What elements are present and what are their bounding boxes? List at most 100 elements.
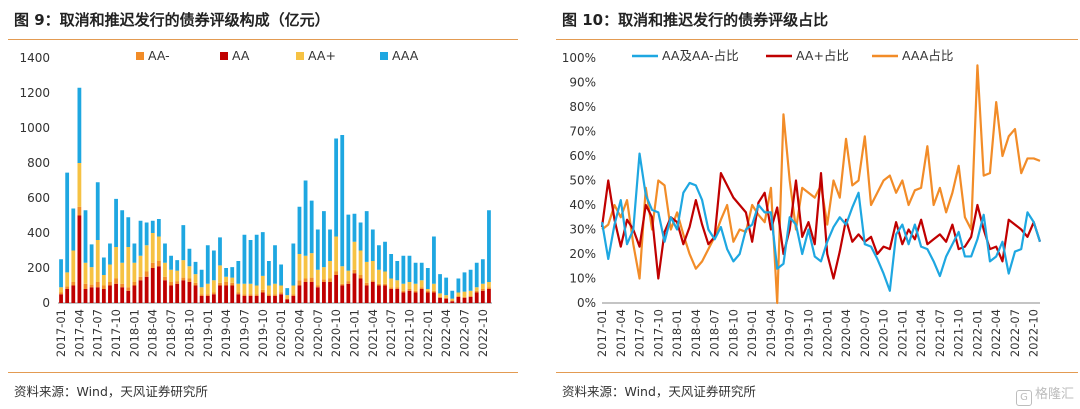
bar-segment xyxy=(108,285,112,303)
bar-segment xyxy=(230,267,235,278)
watermark-text: 格隆汇 xyxy=(1034,387,1074,402)
bar-segment xyxy=(156,236,161,261)
bar-segment xyxy=(273,283,277,295)
bar-segment xyxy=(187,248,192,267)
bar-segment xyxy=(370,280,375,282)
bar-segment xyxy=(309,277,314,283)
bar-segment xyxy=(389,254,394,279)
bar-segment xyxy=(211,292,216,295)
bar-segment xyxy=(199,296,204,303)
bar-segment xyxy=(456,278,461,293)
bar-segment xyxy=(273,296,277,303)
y-tick-label: 800 xyxy=(27,156,50,170)
bar-segment xyxy=(456,292,461,296)
bar-segment xyxy=(83,289,88,303)
legend-label: AA+占比 xyxy=(796,48,849,63)
bar-segment xyxy=(383,271,387,284)
bar-segment xyxy=(303,282,308,303)
bar-segment xyxy=(260,232,265,276)
bar-segment xyxy=(89,244,94,268)
bar-segment xyxy=(175,281,180,284)
bar-segment xyxy=(425,289,430,291)
bar-segment xyxy=(156,261,161,267)
x-tick-label: 2017-01 xyxy=(595,309,609,357)
aa-and-below-share-line xyxy=(600,152,1042,292)
bar-segment xyxy=(120,287,125,303)
bar-segment xyxy=(444,295,449,298)
bar-segment xyxy=(364,261,369,283)
x-tick-label: 2019-10 xyxy=(256,309,270,357)
bar-segment xyxy=(236,283,241,293)
bar-segment xyxy=(346,214,351,271)
x-tick-label: 2019-01 xyxy=(745,309,759,357)
bar-segment xyxy=(175,270,180,282)
bar-segment xyxy=(438,293,442,297)
bar-segment xyxy=(285,299,290,303)
bar-segment xyxy=(83,283,88,289)
x-tick-label: 2022-10 xyxy=(1027,309,1041,357)
x-tick-label: 2021-01 xyxy=(895,309,909,357)
y-tick-label: 80% xyxy=(569,100,596,114)
bar-segment xyxy=(480,289,485,291)
legend-label: AA- xyxy=(148,48,170,63)
bar-segment xyxy=(340,266,345,284)
bar-segment xyxy=(230,277,235,283)
bar-segment xyxy=(401,283,406,291)
bar-segment xyxy=(279,292,284,295)
bar-segment xyxy=(358,250,363,275)
left-chart-title: 图 9：取消和推迟发行的债券评级构成（亿元） xyxy=(14,11,330,29)
bar-segment xyxy=(315,287,320,303)
x-tick-label: 2017-10 xyxy=(109,309,123,357)
bar-segment xyxy=(462,272,467,292)
bar-segment xyxy=(352,241,357,270)
x-tick-label: 2019-04 xyxy=(219,309,233,357)
bar-segment xyxy=(273,294,277,296)
right-source-note: 资料来源：Wind，天风证券研究所 xyxy=(562,384,756,399)
bar-segment xyxy=(340,283,345,286)
bar-segment xyxy=(77,87,82,163)
bar-segment xyxy=(438,274,442,294)
bar-segment xyxy=(352,273,357,303)
bar-segment xyxy=(279,294,284,303)
bar-segment xyxy=(474,290,479,293)
bar-segment xyxy=(432,236,436,284)
bar-segment xyxy=(413,290,418,293)
x-tick-label: 2020-07 xyxy=(311,309,325,357)
x-tick-label: 2021-07 xyxy=(933,309,947,357)
x-tick-label: 2022-07 xyxy=(458,309,472,357)
bar-segment xyxy=(487,282,491,288)
bar-segment xyxy=(432,283,436,291)
bar-segment xyxy=(77,163,82,207)
bar-segment xyxy=(169,255,173,270)
bar-segment xyxy=(199,294,204,296)
bar-segment xyxy=(199,269,204,288)
bar-segment xyxy=(383,283,387,286)
bar-segment xyxy=(328,229,332,261)
bar-segment xyxy=(407,282,412,289)
y-tick-label: 200 xyxy=(27,261,50,275)
bar-segment xyxy=(291,294,296,296)
bar-segment xyxy=(163,243,167,263)
x-tick-label: 2020-01 xyxy=(274,309,288,357)
bar-segment xyxy=(291,243,296,286)
x-tick-label: 2020-07 xyxy=(858,309,872,357)
left-title-rule xyxy=(8,39,518,40)
y-tick-label: 40% xyxy=(569,198,596,212)
bar-segment xyxy=(340,135,345,267)
bar-segment xyxy=(144,276,149,303)
bar-segment xyxy=(114,278,118,284)
x-tick-label: 2020-04 xyxy=(839,309,853,357)
x-tick-label: 2018-01 xyxy=(127,309,141,357)
x-tick-label: 2018-07 xyxy=(708,309,722,357)
bar-segment xyxy=(266,261,271,286)
bar-segment xyxy=(175,283,180,303)
watermark-logo: G 格隆汇 xyxy=(1015,383,1074,406)
bar-segment xyxy=(248,283,253,295)
x-tick-label: 2022-01 xyxy=(970,309,984,357)
bar-segment xyxy=(346,281,351,284)
y-tick-label: 1200 xyxy=(19,86,50,100)
bar-segment xyxy=(132,262,137,282)
bar-segment xyxy=(193,274,198,283)
legend-swatch xyxy=(296,52,304,60)
bar-segment xyxy=(101,285,106,289)
